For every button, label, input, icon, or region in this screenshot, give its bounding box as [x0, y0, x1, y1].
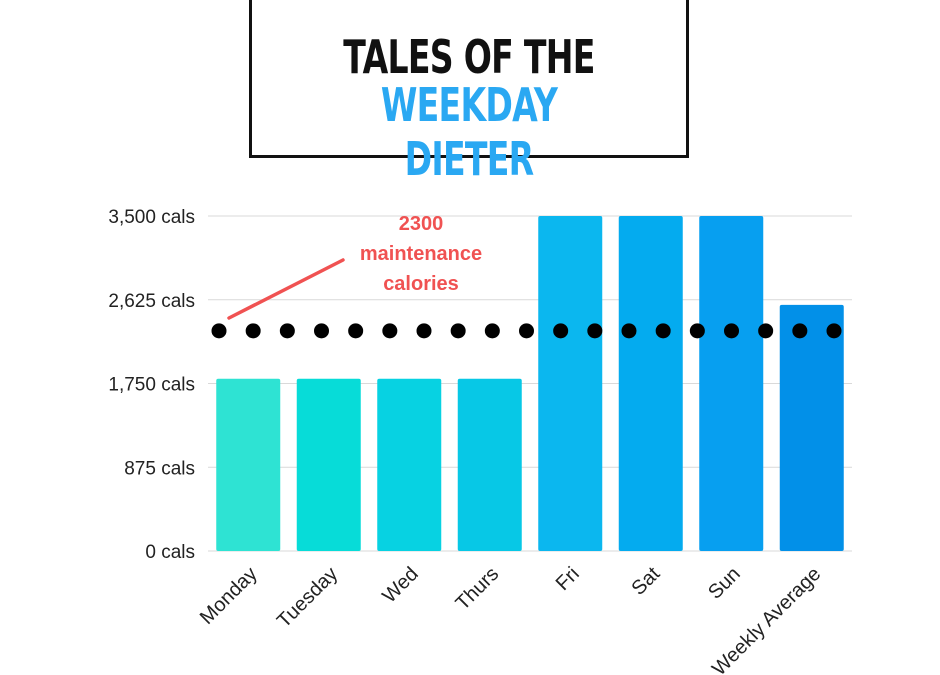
annotation-pointer: [227, 258, 345, 320]
annotation-text: maintenance: [360, 243, 482, 265]
reference-dot: [621, 323, 637, 339]
y-tick-label: 1,750 cals: [108, 375, 195, 396]
y-tick-label: 875 cals: [124, 458, 195, 479]
title-box: TALES OF THE WEEKDAY DIETER: [249, 0, 689, 186]
x-tick-label: Wed: [378, 563, 422, 607]
reference-dot: [758, 323, 774, 339]
reference-dot: [382, 323, 398, 339]
reference-dot: [792, 323, 808, 339]
reference-dot: [553, 323, 569, 339]
x-tick-label: Sat: [627, 563, 664, 600]
reference-dot: [724, 323, 739, 339]
bar: [618, 216, 683, 551]
chart-title-line-2: WEEKDAY DIETER: [380, 78, 558, 186]
chart-title-line-1: TALES OF THE: [343, 30, 595, 84]
x-tick-label: Monday: [196, 563, 262, 629]
y-tick-label: 2,625 cals: [108, 291, 195, 312]
y-tick-label: 3,500 cals: [108, 207, 195, 228]
bar: [377, 378, 442, 551]
reference-dot: [826, 323, 842, 339]
bar: [296, 378, 361, 551]
reference-dot: [416, 323, 432, 339]
bar: [699, 216, 764, 551]
reference-dot: [484, 323, 500, 339]
x-tick-label: Sun: [704, 563, 745, 604]
reference-dot: [211, 323, 227, 339]
reference-dot: [279, 323, 295, 339]
reference-dot: [587, 323, 603, 339]
annotation-text: 2300: [399, 213, 444, 235]
reference-dot: [450, 323, 466, 339]
x-tick-label: Tuesday: [273, 563, 342, 632]
reference-dot: [348, 323, 364, 339]
bar: [779, 304, 844, 551]
reference-dot: [245, 323, 261, 339]
y-tick-label: 0 cals: [145, 542, 195, 563]
reference-dot: [689, 323, 705, 339]
x-tick-label: Thurs: [452, 563, 504, 615]
reference-dot: [519, 323, 534, 339]
bar: [457, 378, 522, 551]
reference-dot: [314, 323, 329, 339]
annotation-text: calories: [383, 273, 459, 295]
bar: [216, 378, 281, 551]
reference-dot: [655, 323, 671, 339]
x-tick-label: Fri: [552, 563, 584, 595]
bar: [538, 216, 603, 551]
